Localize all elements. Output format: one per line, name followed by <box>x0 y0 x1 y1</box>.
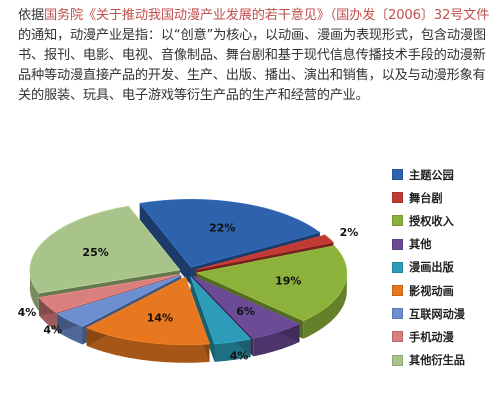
legend-swatch <box>392 308 403 320</box>
legend-label: 授权收入 <box>409 214 454 228</box>
legend-label: 漫画出版 <box>409 261 454 275</box>
legend-label: 手机动漫 <box>409 330 454 344</box>
pie-slice-5 <box>190 276 252 345</box>
legend-swatch <box>392 285 403 297</box>
chart-legend: 主题公园舞台剧授权收入其他漫画出版影视动画互联网动漫手机动漫其他衍生品 <box>392 163 498 372</box>
pie-slice-4 <box>192 275 301 339</box>
pie-slice-7 <box>56 275 182 327</box>
pie-slice-edge-1-0 <box>139 203 192 286</box>
legend-item-5: 漫画出版 <box>392 256 498 279</box>
legend-item-3: 授权收入 <box>392 209 498 232</box>
legend-swatch <box>392 215 403 227</box>
intro-body: 的通知，动漫产业是指：以“创意”为核心，以动画、漫画为表现形式，包含动漫图书、报… <box>18 28 486 103</box>
pie-slice-side-6 <box>86 327 210 363</box>
pie-slice-9 <box>29 205 181 294</box>
pie-slice-side-3 <box>303 271 347 339</box>
intro-prefix: 依据 <box>18 8 44 23</box>
legend-swatch <box>392 331 403 343</box>
legend-swatch <box>392 169 403 181</box>
pie-slice-1 <box>139 199 321 268</box>
intro-document-link[interactable]: 国务院《关于推动我国动漫产业发展的若干意见》（国办发〔2006〕32号文件 <box>43 8 490 23</box>
pie-slice-8 <box>38 274 181 314</box>
pie-label-6: 14% <box>147 311 173 324</box>
legend-item-9: 其他衍生品 <box>392 349 498 372</box>
pie-slice-3 <box>195 245 348 322</box>
intro-paragraph: 依据国务院《关于推动我国动漫产业发展的若干意见》（国办发〔2006〕32号文件的… <box>18 6 492 106</box>
legend-swatch <box>392 192 403 204</box>
pie-label-2: 2% <box>340 226 359 239</box>
legend-label: 舞台剧 <box>409 191 443 205</box>
pie-label-1: 22% <box>209 222 235 235</box>
legend-item-1: 主题公园 <box>392 163 498 186</box>
legend-item-4: 其他 <box>392 233 498 256</box>
legend-swatch <box>392 261 403 273</box>
legend-label: 其他衍生品 <box>409 354 465 368</box>
pie-label-7: 4% <box>43 324 62 337</box>
pie-slice-6 <box>85 276 210 346</box>
pie-label-3: 19% <box>275 275 301 288</box>
pie-slice-2 <box>195 234 335 270</box>
legend-label: 互联网动漫 <box>409 307 465 321</box>
pie-label-4: 6% <box>236 305 255 318</box>
legend-label: 主题公园 <box>409 168 454 182</box>
legend-label: 其他 <box>409 238 432 252</box>
pie-slices <box>29 199 348 363</box>
legend-item-7: 互联网动漫 <box>392 302 498 325</box>
legend-swatch <box>392 238 403 250</box>
pie-label-9: 25% <box>82 246 108 259</box>
legend-item-8: 手机动漫 <box>392 325 498 348</box>
pie-labels: 22% 2% 19% 6% 4% 14% 4% 4% 25% <box>18 222 359 363</box>
pie-chart: 22% 2% 19% 6% 4% 14% 4% 4% 25% <box>18 199 359 363</box>
pie-slice-side-9 <box>29 267 39 312</box>
pie-label-8: 4% <box>18 306 37 319</box>
legend-item-6: 影视动画 <box>392 279 498 302</box>
legend-item-2: 舞台剧 <box>392 186 498 209</box>
pie-label-5: 4% <box>230 349 249 362</box>
legend-swatch <box>392 354 403 366</box>
legend-label: 影视动画 <box>409 284 454 298</box>
